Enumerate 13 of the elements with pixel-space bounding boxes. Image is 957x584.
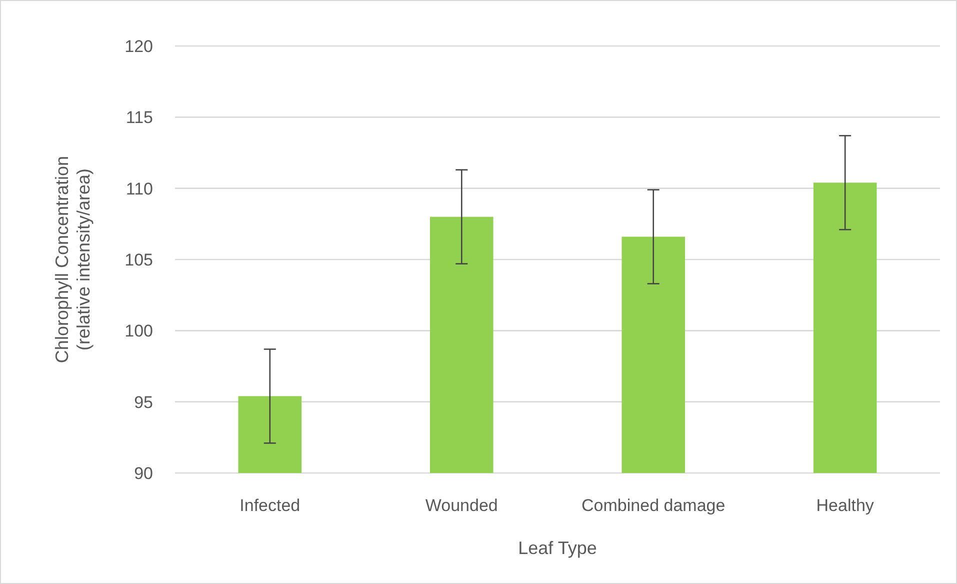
y-tick-label: 100 — [124, 322, 153, 341]
y-tick-label: 90 — [134, 464, 153, 483]
x-tick-label: Combined damage — [582, 496, 726, 515]
y-tick-label: 95 — [134, 392, 153, 412]
x-axis-title: Leaf Type — [518, 538, 597, 558]
y-axis-title: Chlorophyll Concentration (relative intensity/area) — [52, 156, 94, 364]
x-tick-label: Infected — [240, 496, 300, 515]
x-tick-label: Healthy — [816, 496, 874, 515]
x-tick-label: Wounded — [425, 496, 498, 515]
y-tick-label: 110 — [126, 179, 153, 198]
y-tick-label: 120 — [124, 36, 153, 56]
y-tick-label: 105 — [124, 250, 153, 270]
y-tick-label: 115 — [126, 108, 153, 128]
